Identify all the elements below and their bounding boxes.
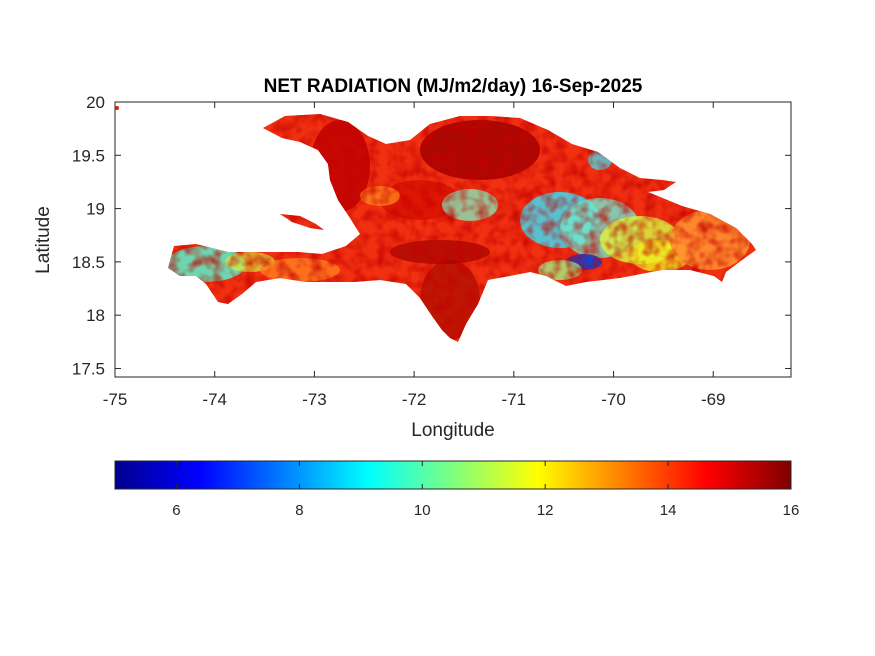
y-tick-label: 20 [86, 93, 105, 112]
x-tick-label: -72 [402, 390, 427, 409]
y-tick-label: 17.5 [72, 359, 105, 378]
colorbar-tick-label: 8 [295, 502, 303, 519]
x-tick-label: -71 [502, 390, 527, 409]
colorbar [114, 460, 792, 490]
x-tick-label: -75 [103, 390, 128, 409]
x-tick-label: -73 [302, 390, 327, 409]
y-tick-label: 18.5 [72, 253, 105, 272]
y-tick-label: 19 [86, 200, 105, 219]
colorbar-ticks: 6 8 10 12 14 16 [172, 461, 799, 519]
colorbar-tick-label: 16 [783, 502, 800, 519]
y-tick-label: 18 [86, 306, 105, 325]
colorbar-tick-label: 6 [172, 502, 180, 519]
x-tick-label: -70 [601, 390, 626, 409]
y-axis-ticks: 20 19.5 19 18.5 18 17.5 [72, 93, 791, 378]
colorbar-tick-label: 14 [660, 502, 677, 519]
x-axis-label: Longitude [411, 420, 495, 441]
x-axis-ticks: -75 -74 -73 -72 -71 -70 -69 [103, 102, 726, 409]
map-title: NET RADIATION (MJ/m2/day) 16-Sep-2025 [263, 76, 643, 97]
colorbar-tick-label: 12 [537, 502, 554, 519]
y-tick-label: 19.5 [72, 146, 105, 165]
x-tick-label: -69 [701, 390, 726, 409]
x-tick-label: -74 [202, 390, 227, 409]
colorbar-tick-label: 10 [414, 502, 431, 519]
